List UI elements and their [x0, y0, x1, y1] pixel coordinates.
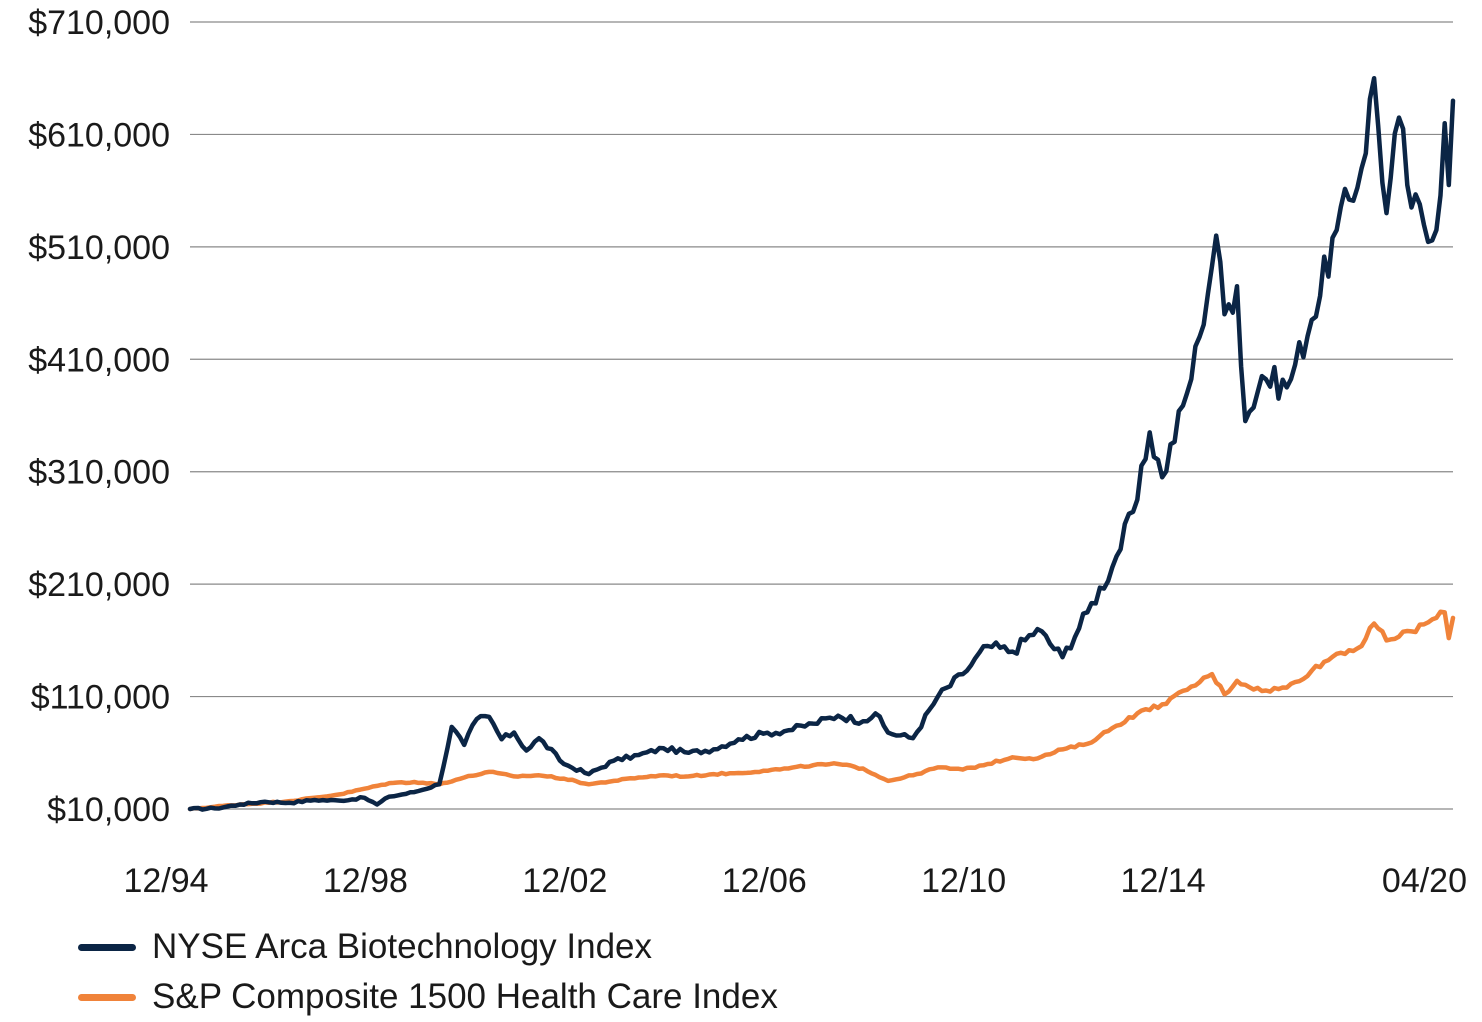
- x-tick-label: 12/98: [323, 862, 408, 900]
- y-tick-label: $610,000: [28, 116, 170, 154]
- x-tick-label: 12/02: [522, 862, 607, 900]
- x-tick-label: 04/20: [1382, 862, 1467, 900]
- y-tick-label: $310,000: [28, 454, 170, 492]
- legend-label-healthcare: S&P Composite 1500 Health Care Index: [152, 977, 778, 1016]
- legend-swatch-biotech: [78, 943, 136, 951]
- legend-label-biotech: NYSE Arca Biotechnology Index: [152, 927, 653, 966]
- x-tick-label: 12/94: [123, 862, 208, 900]
- x-tick-label: 12/14: [1121, 862, 1206, 900]
- y-axis-tick-labels: $710,000 $610,000 $510,000 $410,000 $310,000…: [28, 4, 170, 829]
- y-tick-label: $10,000: [47, 791, 170, 829]
- series-line-healthcare: [187, 609, 1456, 812]
- x-axis-tick-labels: 12/94 12/98 12/02 12/06 12/10 12/14 04/20: [123, 862, 1467, 900]
- x-tick-label: 12/10: [921, 862, 1006, 900]
- series-lines: [187, 75, 1456, 812]
- legend: NYSE Arca Biotechnology Index S&P Compos…: [78, 922, 778, 1022]
- y-tick-label: $210,000: [28, 566, 170, 604]
- y-tick-label: $510,000: [28, 229, 170, 267]
- line-chart: $710,000 $610,000 $510,000 $410,000 $310,000…: [28, 4, 1467, 900]
- legend-swatch-healthcare: [78, 993, 136, 1001]
- legend-item-healthcare: S&P Composite 1500 Health Care Index: [78, 972, 778, 1022]
- series-line-biotech: [187, 75, 1456, 812]
- x-tick-label: 12/06: [722, 862, 807, 900]
- y-tick-label: $410,000: [28, 341, 170, 379]
- gridlines: [190, 21, 1453, 810]
- y-tick-label: $110,000: [31, 679, 170, 717]
- y-tick-label: $710,000: [28, 4, 170, 42]
- legend-item-biotech: NYSE Arca Biotechnology Index: [78, 922, 778, 972]
